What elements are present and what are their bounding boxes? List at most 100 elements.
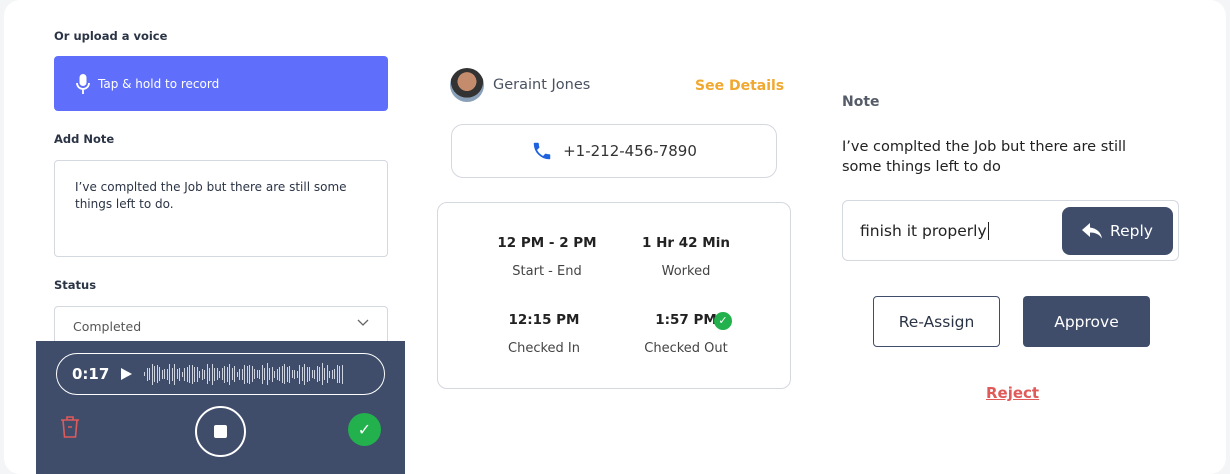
waveform-bar [156, 365, 158, 383]
note-label: Note [842, 94, 880, 110]
waveform-bar [159, 367, 161, 381]
reply-input-value: finish it properly [860, 222, 987, 240]
reply-label: Reply [1110, 222, 1153, 240]
waveform-bar [289, 365, 291, 383]
waveform-bar [144, 372, 146, 376]
upload-label: Or upload a voice [54, 29, 168, 43]
waveform-bar [191, 364, 193, 384]
check-circle-icon: ✓ [714, 312, 732, 330]
waveform-bar [286, 366, 288, 382]
waveform-bar [196, 366, 198, 382]
waveform-bar [149, 368, 151, 380]
waveform-bar [276, 368, 278, 380]
checked-out-value: 1:57 PM [655, 312, 717, 328]
waveform-bar [146, 367, 148, 381]
waveform-bar [244, 364, 246, 384]
checked-in: 12:15 PM Checked In [464, 312, 624, 356]
waveform-bar [311, 370, 313, 378]
avatar [450, 68, 484, 102]
waveform-bar [304, 363, 306, 385]
stop-button[interactable] [195, 406, 246, 457]
waveform-bar [274, 370, 276, 378]
waveform-bar [319, 367, 321, 381]
audio-time: 0:17 [72, 365, 110, 383]
start-end-label: Start - End [512, 264, 582, 279]
waveform-bar [209, 367, 211, 381]
reply-icon [1082, 223, 1103, 239]
waveform-bar [294, 369, 296, 379]
waveform-bar [224, 365, 226, 383]
waveform-bar [201, 368, 203, 380]
start-end-value: 12 PM - 2 PM [497, 235, 597, 251]
reply-button[interactable]: Reply [1062, 207, 1173, 255]
waveform [144, 361, 343, 387]
phone-number: +1-212-456-7890 [563, 142, 697, 160]
waveform-bar [266, 363, 268, 385]
waveform-bar [254, 369, 256, 379]
reject-link[interactable]: Reject [986, 384, 1040, 402]
waveform-bar [339, 365, 341, 383]
record-button[interactable]: Tap & hold to record [54, 56, 388, 111]
waveform-bar [261, 364, 263, 384]
waveform-bar [176, 369, 178, 379]
note-textarea[interactable]: I’ve complted the Job but there are stil… [54, 160, 388, 257]
waveform-bar [249, 364, 251, 384]
confirm-button[interactable]: ✓ [348, 413, 381, 446]
add-note-label: Add Note [54, 132, 115, 146]
waveform-bar [239, 368, 241, 380]
record-label: Tap & hold to record [98, 76, 220, 91]
waveform-bar [181, 371, 183, 377]
approve-button[interactable]: Approve [1023, 296, 1150, 347]
waveform-bar [229, 363, 231, 385]
waveform-bar [231, 368, 233, 380]
waveform-bar [271, 366, 273, 382]
microphone-icon [76, 73, 90, 94]
waveform-bar [221, 368, 223, 380]
waveform-bar [171, 367, 173, 381]
checked-in-label: Checked In [508, 341, 580, 356]
waveform-bar [279, 367, 281, 381]
checked-in-value: 12:15 PM [508, 312, 580, 328]
phone-button[interactable]: +1-212-456-7890 [451, 124, 777, 178]
waveform-bar [219, 370, 221, 378]
phone-icon [533, 142, 551, 160]
waveform-bar [291, 370, 293, 378]
waveform-bar [336, 365, 338, 383]
trash-icon[interactable] [60, 416, 80, 438]
reassign-button[interactable]: Re-Assign [873, 296, 1000, 347]
audio-player[interactable]: 0:17 [56, 353, 385, 395]
status-select[interactable]: Completed [54, 306, 388, 346]
reply-box: finish it properly Reply [842, 200, 1179, 261]
waveform-bar [321, 363, 323, 385]
waveform-bar [256, 370, 258, 378]
reply-input[interactable]: finish it properly [860, 222, 989, 240]
waveform-bar [264, 368, 266, 380]
waveform-bar [259, 369, 261, 379]
waveform-bar [341, 364, 343, 384]
waveform-bar [284, 364, 286, 384]
waveform-bar [166, 368, 168, 380]
see-details-link[interactable]: See Details [695, 78, 785, 94]
status-label: Status [54, 278, 97, 292]
waveform-bar [281, 365, 283, 383]
start-end: 12 PM - 2 PM Start - End [467, 235, 627, 279]
worked: 1 Hr 42 Min Worked [606, 235, 766, 279]
waveform-bar [211, 363, 213, 385]
waveform-bar [169, 364, 171, 384]
waveform-bar [189, 365, 191, 383]
note-text: I’ve complted the Job but there are stil… [842, 139, 1127, 175]
waveform-bar [241, 368, 243, 380]
waveform-bar [316, 366, 318, 382]
play-icon[interactable] [121, 368, 133, 380]
waveform-bar [179, 367, 181, 381]
waveform-bar [184, 367, 186, 381]
contact-name: Geraint Jones [493, 77, 591, 93]
waveform-bar [251, 366, 253, 382]
waveform-bar [174, 363, 176, 385]
voice-recorder: 0:17 ✓ [36, 341, 405, 474]
worked-label: Worked [661, 264, 711, 279]
time-info-card: 12 PM - 2 PM Start - End 1 Hr 42 Min Worke… [437, 202, 791, 389]
waveform-bar [199, 370, 201, 378]
waveform-bar [236, 371, 238, 377]
waveform-bar [151, 363, 153, 385]
